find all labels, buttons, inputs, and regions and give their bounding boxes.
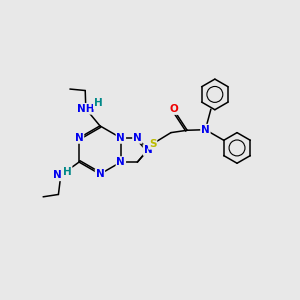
Text: H: H <box>63 167 72 177</box>
Text: N: N <box>75 133 83 143</box>
Text: N: N <box>53 170 62 180</box>
Text: N: N <box>201 125 210 135</box>
Text: N: N <box>116 133 125 143</box>
Text: N: N <box>144 145 152 155</box>
Text: NH: NH <box>77 104 94 114</box>
Text: N: N <box>96 169 104 179</box>
Text: N: N <box>116 157 125 167</box>
Text: O: O <box>169 104 178 114</box>
Text: N: N <box>133 133 142 143</box>
Text: S: S <box>149 139 157 149</box>
Text: H: H <box>94 98 103 109</box>
